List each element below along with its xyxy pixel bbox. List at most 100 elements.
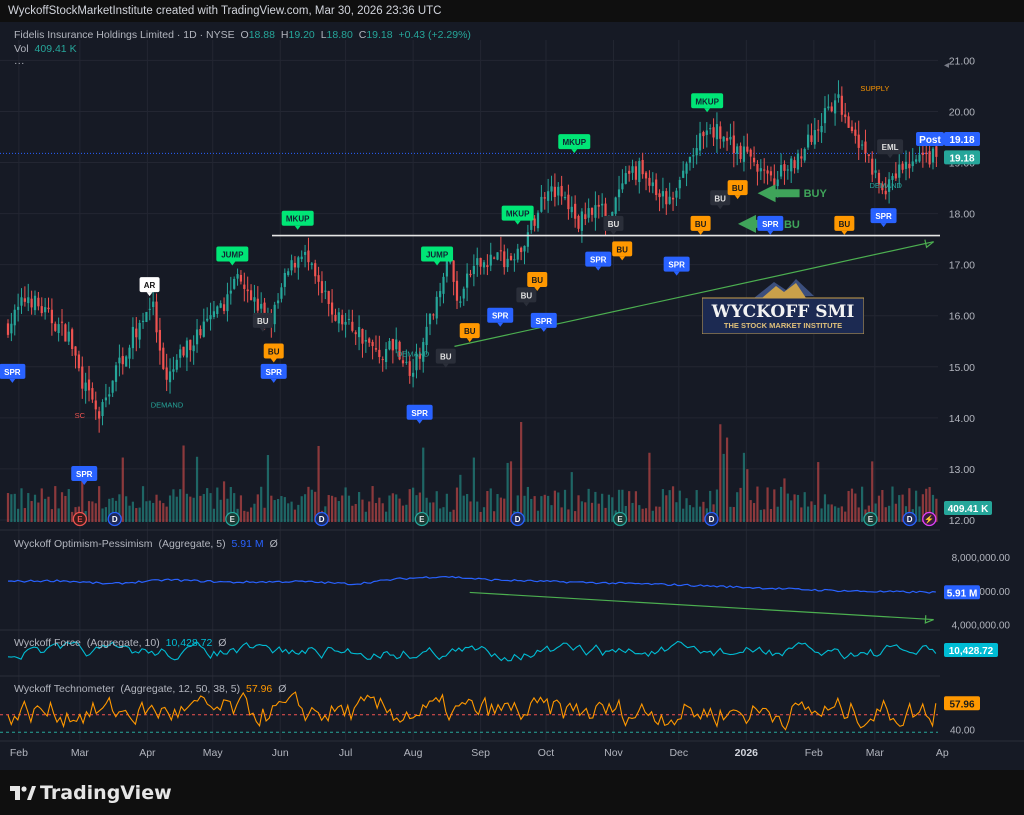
- candle-body: [239, 274, 243, 282]
- candle-body: [199, 329, 202, 336]
- candle-body: [925, 152, 928, 155]
- volume-bar: [793, 494, 796, 522]
- candle-body: [445, 260, 448, 277]
- volume-bar: [857, 507, 860, 522]
- volume-bar: [179, 489, 182, 522]
- candle-body: [806, 134, 810, 148]
- indicator-legend-op[interactable]: Wyckoff Optimism-Pessimism (Aggregate, 5…: [14, 538, 281, 550]
- volume-legend[interactable]: Vol 409.41 K: [14, 43, 80, 55]
- candle-body: [641, 159, 644, 175]
- volume-bar: [469, 501, 472, 522]
- volume-bar: [91, 501, 94, 522]
- candle-body: [466, 273, 469, 288]
- annotation-pointer: [880, 223, 887, 228]
- annotation-badge-bu_dark: [710, 190, 731, 206]
- volume-bar: [756, 486, 759, 522]
- annotation-pointer: [704, 108, 711, 113]
- volume-bar: [806, 506, 810, 522]
- candle-body: [634, 166, 638, 180]
- symbol-legend[interactable]: Fidelis Insurance Holdings Limited · 1D …: [14, 29, 474, 41]
- volume-bar: [158, 500, 162, 522]
- candle-body: [935, 146, 938, 157]
- volume-bar: [64, 495, 67, 522]
- candle-body: [297, 257, 300, 268]
- volume-bar: [13, 493, 16, 522]
- volume-bar: [719, 424, 722, 522]
- volume-bar: [351, 505, 354, 522]
- volume-bar: [783, 478, 786, 522]
- candle-body: [813, 129, 816, 145]
- candle-body: [276, 300, 280, 304]
- candle-body: [148, 308, 151, 310]
- event-markers[interactable]: E D E D E D E D E D ⚡: [72, 511, 937, 527]
- candle-body: [769, 171, 773, 176]
- volume-bar: [290, 501, 293, 522]
- annotation-badge-bu_dark: [603, 215, 624, 231]
- volume-bar: [60, 492, 64, 522]
- annotation-pointer: [416, 419, 423, 424]
- volume-bar: [466, 494, 469, 522]
- volume-bar: [786, 493, 789, 522]
- candle-body: [506, 258, 509, 268]
- volume-bar: [692, 507, 695, 522]
- candle-body: [759, 168, 762, 172]
- volume-bar: [921, 494, 924, 522]
- volume-bar: [736, 492, 739, 522]
- indicator-legend-force[interactable]: Wyckoff Force (Aggregate, 10) 10,428.72 …: [14, 637, 229, 649]
- candle-body: [904, 161, 908, 169]
- volume-bar: [638, 505, 641, 522]
- annotation-pointer: [887, 154, 894, 159]
- annotation-label: BU: [695, 220, 707, 229]
- volume-bar: [516, 495, 519, 522]
- annotation-label: SPR: [590, 256, 607, 265]
- candle-body: [27, 297, 30, 304]
- annotation-pointer: [523, 302, 530, 307]
- volume-bar: [590, 502, 594, 522]
- candle-body: [840, 95, 843, 115]
- annotation-label: SPR: [4, 368, 21, 377]
- candle-body: [462, 288, 465, 299]
- candle-body: [547, 191, 550, 201]
- annotation-label: BU: [732, 184, 744, 193]
- volume-bar: [752, 503, 756, 522]
- annotation-label: SPR: [536, 317, 553, 326]
- symbol-name[interactable]: Fidelis Insurance Holdings Limited · 1D …: [14, 29, 235, 41]
- volume-bar: [145, 501, 148, 522]
- volume-bar: [50, 509, 53, 522]
- volume-bar: [607, 494, 611, 522]
- candle-body: [307, 250, 310, 263]
- low-value: 18.80: [326, 29, 353, 41]
- techno-value-badge: [944, 696, 980, 711]
- annotation-badge-bu: [263, 343, 284, 359]
- candle-body: [668, 196, 671, 204]
- price-tick-label: 18.00: [949, 209, 975, 221]
- chart-area[interactable]: SPR SC SPR AR DEMAND JUMP BU BU SPR MKUP DEMAND SPR…: [0, 22, 1024, 770]
- candle-body: [624, 173, 627, 184]
- volume-badge: [944, 501, 992, 515]
- event-marker-label: E: [230, 515, 236, 524]
- candle-body: [509, 255, 513, 261]
- event-marker-label: D: [907, 515, 913, 524]
- candle-body: [675, 190, 678, 198]
- indicator-legend-techno[interactable]: Wyckoff Technometer (Aggregate, 12, 50, …: [14, 683, 289, 695]
- chart-svg[interactable]: SPR SC SPR AR DEMAND JUMP BU BU SPR MKUP DEMAND SPR…: [0, 22, 1024, 770]
- event-marker-E: [612, 511, 628, 527]
- legend-more-button[interactable]: ···: [14, 57, 25, 69]
- techno-line: [7, 691, 937, 731]
- volume-value: 409.41 K: [34, 43, 77, 55]
- volume-bar: [364, 511, 367, 522]
- volume-badge-text: 409.41 K: [948, 504, 989, 515]
- volume-bar: [523, 495, 526, 522]
- volume-bar: [729, 506, 732, 522]
- annotation-pointer: [571, 149, 578, 154]
- annotation-badge-spr: [757, 215, 784, 231]
- volume-bar: [641, 508, 644, 522]
- candle-body: [74, 346, 77, 356]
- candle-body: [918, 154, 921, 162]
- volume-bar: [422, 447, 425, 522]
- candle-body: [499, 250, 502, 252]
- tradingview-brand[interactable]: TradingView: [40, 782, 172, 804]
- candle-body: [195, 329, 199, 345]
- volume-bar: [509, 461, 513, 522]
- open-label: O: [240, 29, 249, 41]
